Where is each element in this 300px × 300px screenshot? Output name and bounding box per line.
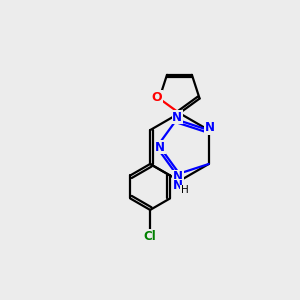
Text: N: N <box>172 111 182 124</box>
Text: N: N <box>173 179 183 192</box>
Text: N: N <box>173 170 183 183</box>
Text: H: H <box>181 185 189 195</box>
Text: Cl: Cl <box>144 230 157 243</box>
Text: O: O <box>152 91 162 103</box>
Text: N: N <box>155 141 165 154</box>
Text: N: N <box>205 121 215 134</box>
